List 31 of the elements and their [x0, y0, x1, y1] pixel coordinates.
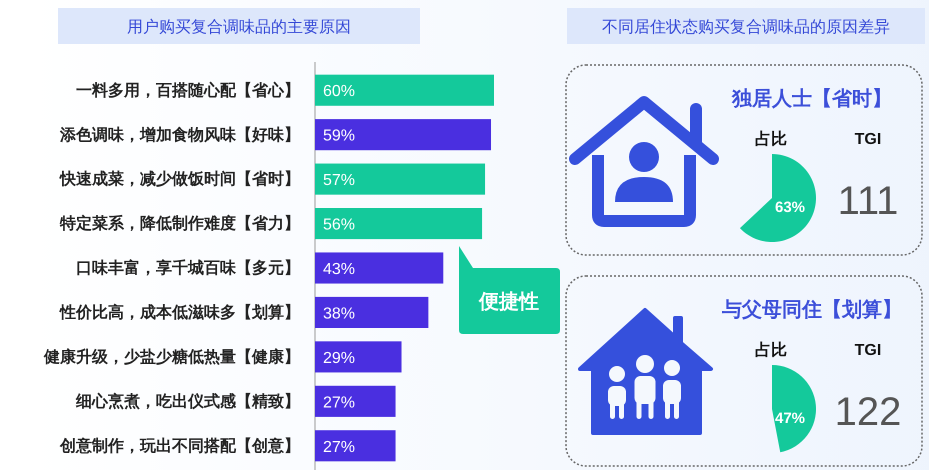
data-label: 43%: [323, 261, 356, 278]
text: 111: [838, 179, 898, 223]
category-label: 占比: [755, 130, 787, 148]
text: 与父母同住【划算】: [721, 299, 902, 321]
data-label: 56%: [323, 216, 356, 234]
y-tick-label: 快速成菜，减少做饭时间【省时】: [59, 170, 300, 188]
data-label: 60%: [323, 83, 356, 100]
y-tick-label: 特定菜系，降低制作难度【省力】: [59, 214, 300, 233]
data-label: 29%: [323, 350, 356, 367]
data-label: 38%: [323, 305, 356, 322]
data-label: 47%: [774, 410, 806, 427]
y-tick-label: 健康升级，少盐少糖低热量【健康】: [43, 348, 300, 366]
text: 122: [834, 390, 902, 434]
category-label: 占比: [755, 341, 787, 359]
chart-title: 用户购买复合调味品的主要原因: [127, 18, 351, 36]
y-tick-label: 细心烹煮，吃出仪式感【精致】: [75, 391, 300, 410]
data-label: 59%: [323, 128, 356, 145]
y-tick-label: 性价比高，成本低滋味多【划算】: [59, 302, 300, 322]
y-tick-label: 添色调味，增加食物风味【好味】: [59, 126, 300, 144]
y-tick-label: 创意制作，玩出不同搭配【创意】: [59, 436, 300, 455]
text: 不同居住状态购买复合调味品的原因差异: [602, 18, 890, 36]
y-tick-label: 一料多用，百搭随心配【省心】: [76, 80, 300, 100]
data-label: 63%: [774, 199, 806, 216]
data-label: 27%: [323, 438, 356, 456]
data-label: 27%: [323, 394, 356, 412]
y-tick-label: 口味丰富，享千城百味【多元】: [76, 258, 300, 278]
text: TGI: [854, 131, 882, 148]
text: 独居人士【省时】: [731, 88, 892, 110]
text: TGI: [854, 342, 882, 359]
data-label: 57%: [323, 172, 356, 190]
annotation: 便捷性: [478, 291, 539, 313]
